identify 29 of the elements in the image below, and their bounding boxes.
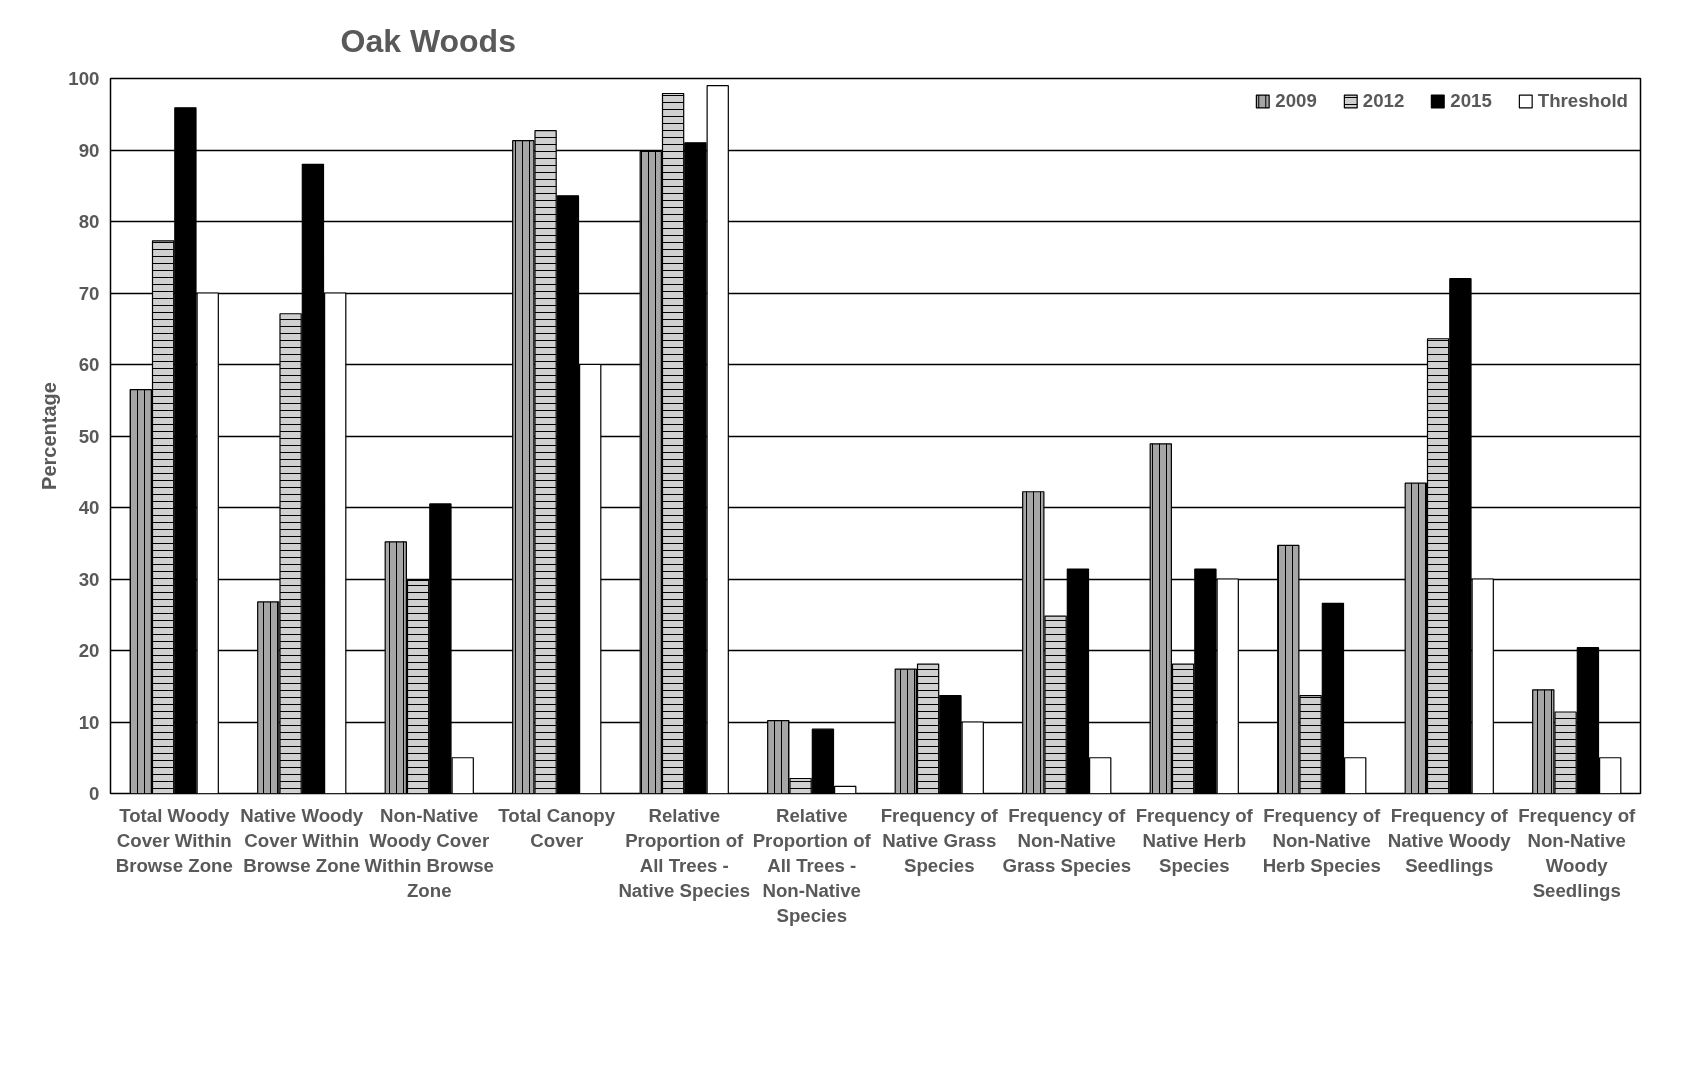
x-tick-label: Frequency of Non-Native Woody Seedlings	[1518, 804, 1637, 902]
x-tick-label: Frequency of Native Grass Species	[880, 804, 999, 876]
x-tick-label: Frequency of Non-Native Grass Species	[1002, 804, 1132, 876]
x-tick-label: Native Woody Cover Within Browse Zone	[240, 804, 364, 876]
x-tick-label: Frequency of Non-Native Herb Species	[1262, 804, 1382, 876]
x-tick-label: Relative Proportion of All Trees - Non-Native Species	[752, 804, 872, 927]
y-tick-label: 10	[78, 711, 100, 733]
x-tick-label: Total Canopy Cover	[498, 804, 616, 851]
y-tick-label: 20	[78, 640, 100, 661]
y-tick-label: 40	[78, 497, 100, 518]
x-tick-label: Frequency of Native Woody Seedlings	[1387, 804, 1512, 876]
x-tick-label: Total Woody Cover Within Browse Zone	[115, 804, 233, 876]
legend-label: Threshold	[1537, 90, 1628, 112]
chart-title: Oak Woods	[340, 22, 516, 59]
legend-label: 2015	[1450, 90, 1492, 112]
x-tick-label: Relative Proportion of All Trees - Native Species	[618, 804, 751, 902]
legend-label: 2009	[1275, 90, 1317, 112]
y-tick-label: 100	[68, 68, 100, 89]
y-tick-label: 0	[89, 783, 100, 804]
x-tick-label: Frequency of Native Herb Species	[1135, 804, 1254, 876]
legend-label: 2012	[1362, 90, 1405, 112]
y-tick-label: 70	[78, 282, 100, 304]
y-tick-label: 80	[78, 211, 100, 232]
y-tick-label: 90	[78, 139, 100, 161]
y-axis-title: Percentage	[38, 382, 61, 490]
y-tick-label: 60	[78, 354, 100, 375]
y-tick-label: 30	[78, 568, 100, 590]
y-tick-label: 50	[78, 425, 100, 447]
x-tick-label: Non-Native Woody Cover Within Browse Zone	[364, 804, 494, 902]
